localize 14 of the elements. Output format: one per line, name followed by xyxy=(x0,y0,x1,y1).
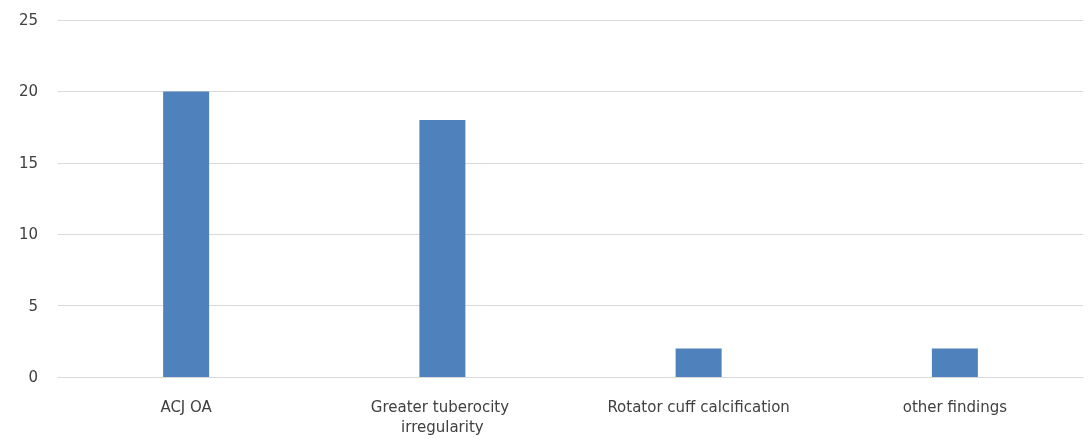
y-tick-label: 15 xyxy=(18,153,38,172)
y-tick-label: 25 xyxy=(18,11,38,29)
y-tick-label: 20 xyxy=(18,82,38,101)
y-tick-label: 10 xyxy=(18,225,38,244)
bar xyxy=(675,348,722,377)
x-tick-label: Greater tuberocity irregularity xyxy=(370,398,514,436)
y-tick-label: 0 xyxy=(28,368,38,386)
bar xyxy=(419,119,466,377)
bar xyxy=(163,91,210,377)
bar xyxy=(931,348,978,377)
x-tick-label: ACJ OA xyxy=(160,398,213,416)
x-tick-label: Rotator cuff calcification xyxy=(607,398,790,416)
y-tick-label: 5 xyxy=(28,296,38,315)
x-tick-label: other findings xyxy=(902,398,1008,416)
